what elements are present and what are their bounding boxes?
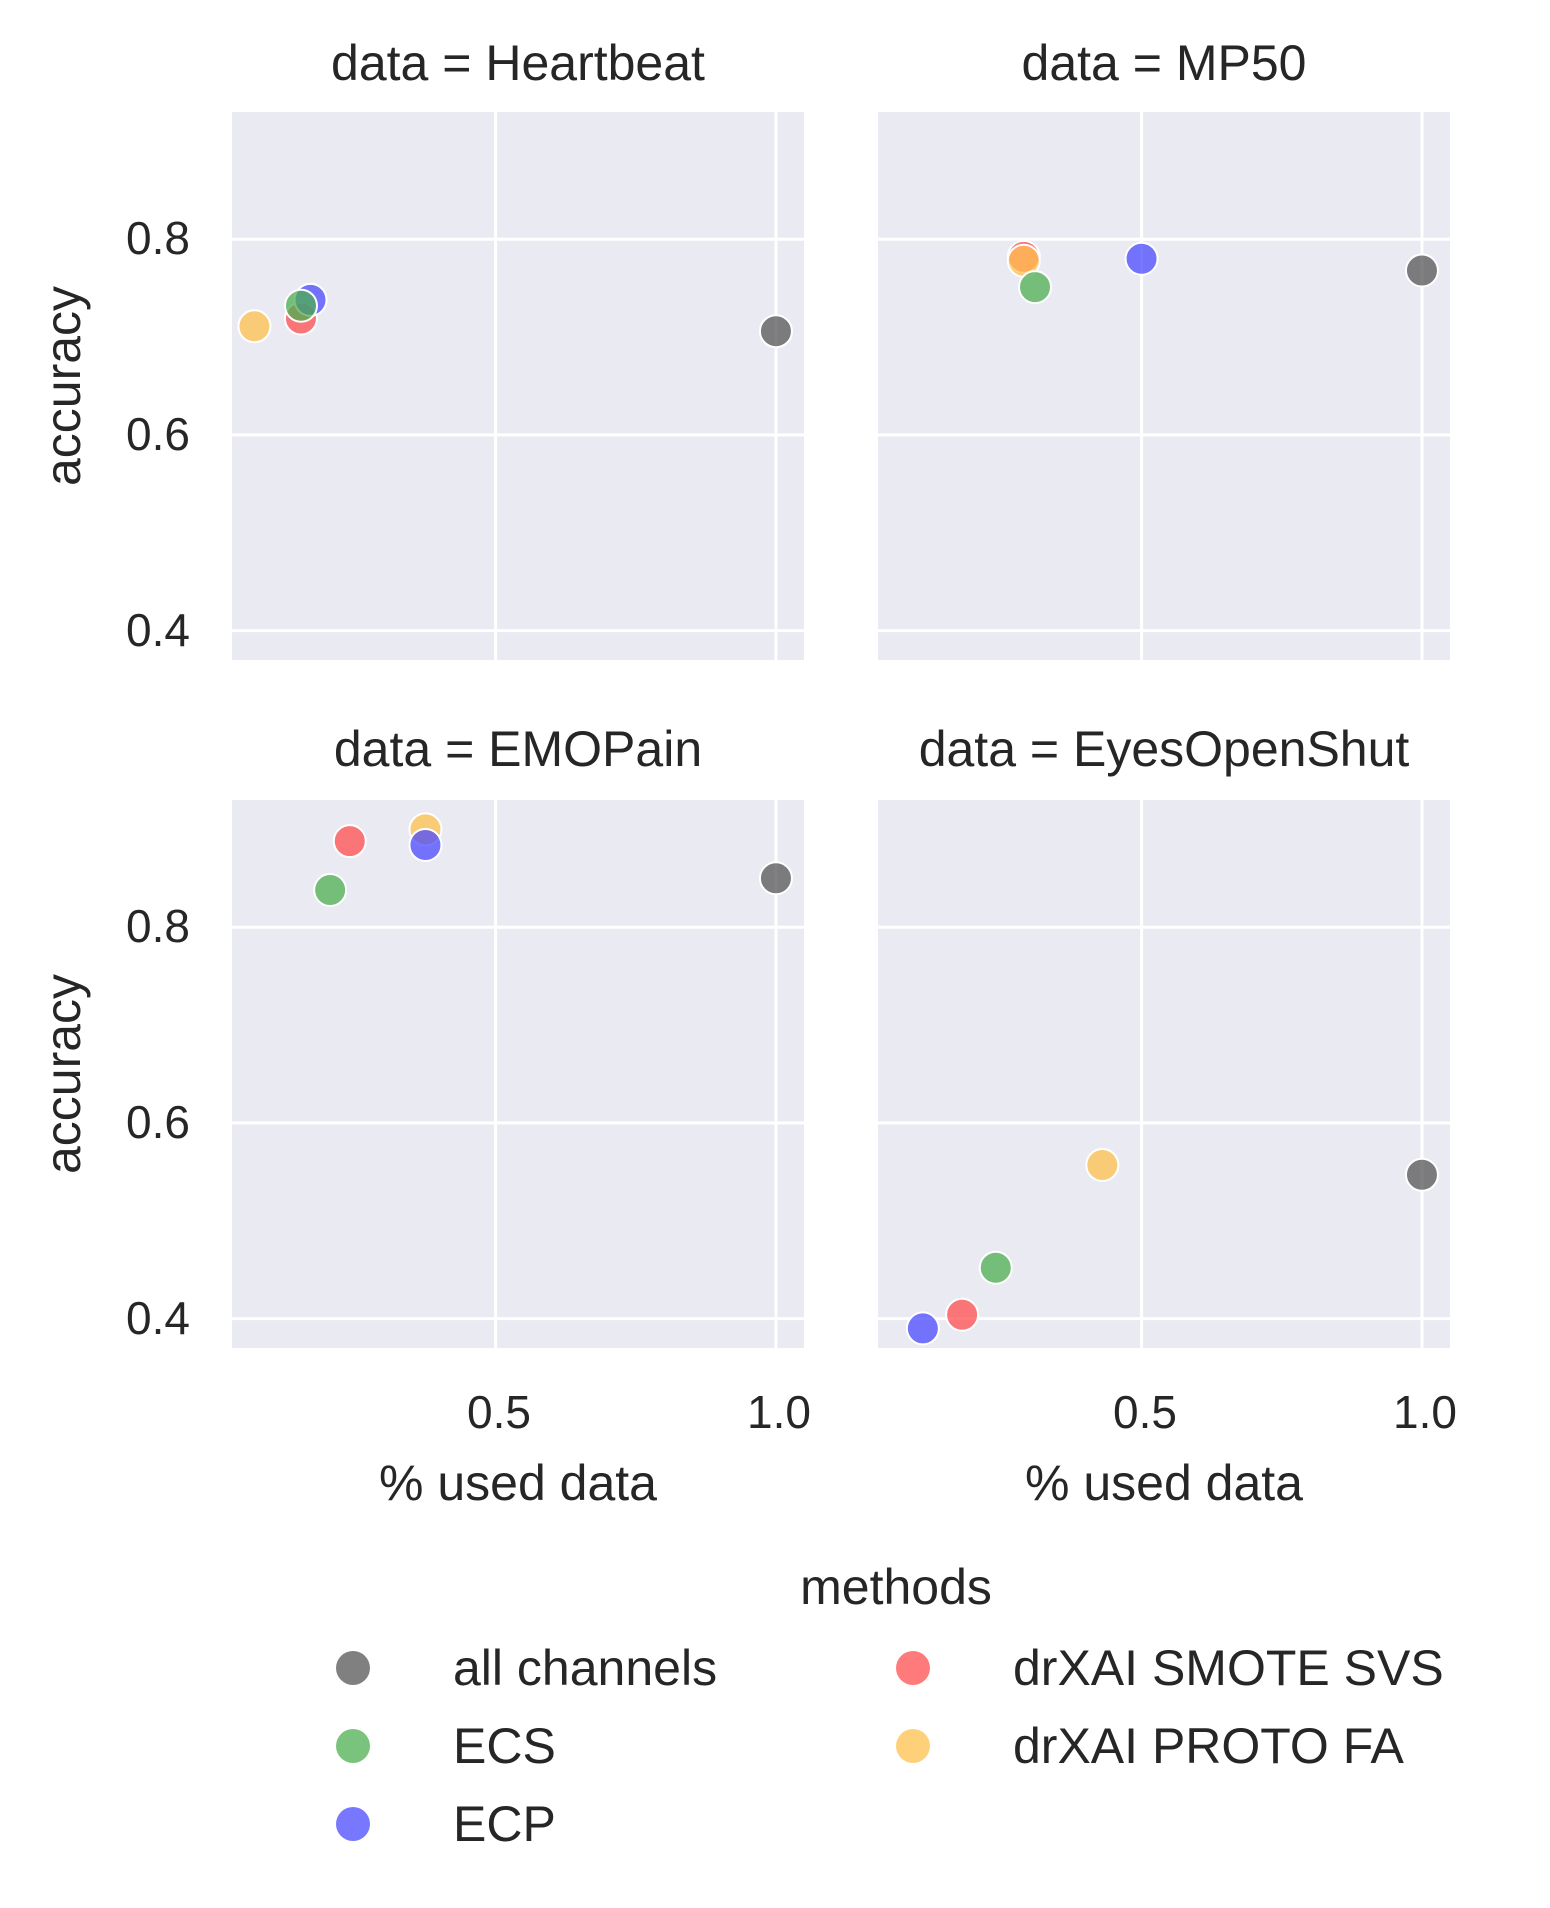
data-point [758,861,793,896]
data-point [758,314,793,349]
y-tick-label: 0.4 [126,604,190,656]
markers [1006,239,1439,305]
markers [905,1148,1439,1346]
y-tick-label: 0.8 [126,212,190,264]
legend-label: drXAI PROTO FA [1013,1718,1404,1774]
y-tick-label: 0.6 [126,1096,190,1148]
data-point [1124,241,1159,276]
x-axis-right: 0.5 1.0 [1113,1386,1457,1438]
data-point [237,309,272,344]
grid [232,112,804,660]
data-point [945,1297,980,1332]
panel-eyesopenshut: data = EyesOpenShut [878,721,1450,1348]
x-axis-left: 0.5 1.0 [467,1386,811,1438]
legend-label: ECS [453,1718,556,1774]
x-tick-label: 0.5 [467,1386,531,1438]
x-tick-label: 0.5 [1113,1386,1177,1438]
panel-title: data = EMOPain [334,721,702,777]
legend-title: methods [800,1559,992,1615]
y-tick-label: 0.6 [126,408,190,460]
y-tick-label: 0.4 [126,1292,190,1344]
data-point [1085,1148,1120,1183]
x-tick-label: 1.0 [1393,1386,1457,1438]
data-point [1404,253,1439,288]
legend-marker [336,1807,370,1841]
data-point [978,1250,1013,1285]
panel-mp50: data = MP50 [878,35,1450,660]
panel-title: data = EyesOpenShut [919,721,1410,777]
legend-marker [896,1651,930,1685]
panel-heartbeat: data = Heartbeat [232,35,804,660]
plot-area [232,112,804,660]
grid [232,800,804,1348]
y-tick-label: 0.8 [126,900,190,952]
grid [878,112,1450,660]
data-point [1404,1157,1439,1192]
x-axis-label: % used data [379,1455,657,1511]
panel-emopain: data = EMOPain [232,721,804,1348]
legend-marker [336,1651,370,1685]
legend-label: ECP [453,1796,556,1852]
data-point [408,828,443,863]
data-point [313,873,348,908]
x-axis-label: % used data [1025,1455,1303,1511]
y-axis-label: accuracy [35,974,91,1174]
markers [313,812,793,908]
data-point [1018,270,1053,305]
plot-area [878,112,1450,660]
data-point [905,1311,940,1346]
data-point [283,288,318,323]
y-axis-top: 0.8 0.6 0.4 [126,212,190,656]
markers [237,282,793,349]
legend: methods all channels ECS ECP drXAI SMOTE… [336,1559,1444,1852]
y-axis-bottom: 0.8 0.6 0.4 [126,900,190,1344]
legend-label: drXAI SMOTE SVS [1013,1640,1444,1696]
panel-title: data = MP50 [1022,35,1307,91]
data-point [332,824,367,859]
legend-marker [896,1729,930,1763]
y-axis-label: accuracy [35,286,91,486]
plot-area [878,800,1450,1348]
legend-label: all channels [453,1640,717,1696]
legend-marker [336,1729,370,1763]
panel-title: data = Heartbeat [331,35,705,91]
x-tick-label: 1.0 [747,1386,811,1438]
